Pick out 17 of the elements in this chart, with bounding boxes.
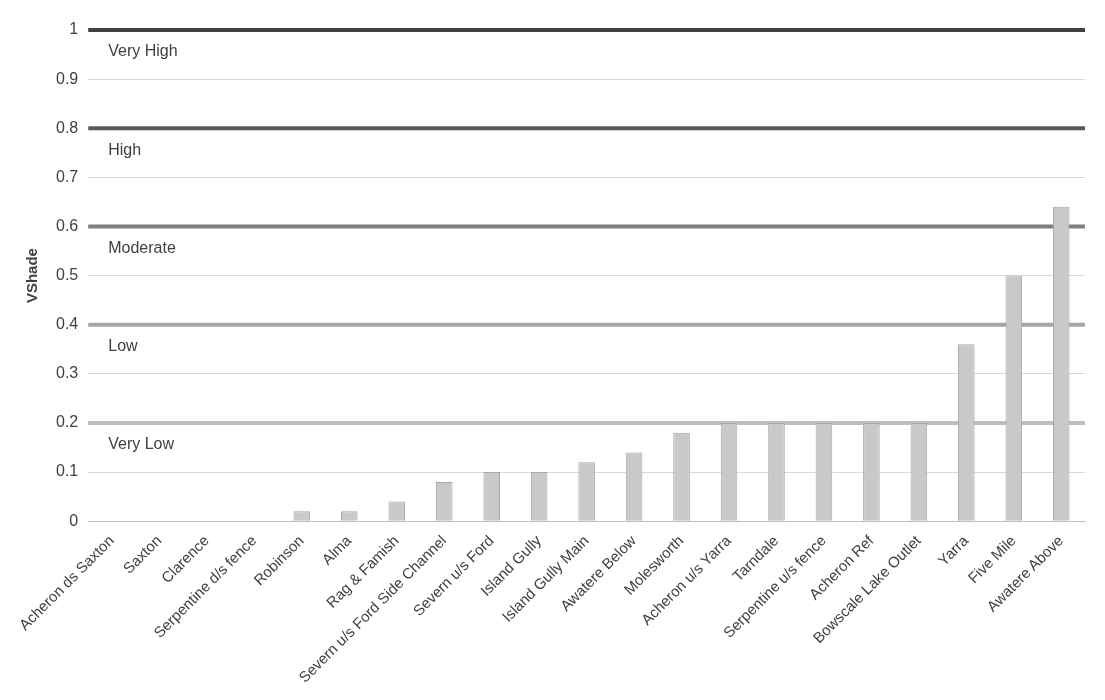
ref-line-label: Moderate [108, 238, 176, 256]
y-tick-label: 0.2 [55, 413, 79, 431]
ref-line-label: Very Low [108, 435, 175, 453]
ref-line-label: High [108, 140, 142, 158]
y-tick-label: 0.3 [55, 364, 79, 382]
y-axis-title: VShade [23, 248, 41, 304]
y-tick-label: 1 [69, 20, 79, 38]
ref-line-label: Low [108, 337, 139, 355]
ref-line-label: Very High [108, 42, 178, 60]
y-tick-label: 0.8 [55, 118, 79, 136]
y-tick-label: 0.1 [55, 462, 79, 480]
y-tick-label: 0 [69, 511, 79, 529]
y-tick-label: 0.7 [55, 167, 79, 185]
y-tick-label: 0.4 [55, 315, 79, 333]
y-tick-label: 0.5 [55, 266, 79, 283]
y-tick-label: 0.6 [55, 216, 79, 234]
y-tick-label: 0.9 [55, 69, 79, 87]
